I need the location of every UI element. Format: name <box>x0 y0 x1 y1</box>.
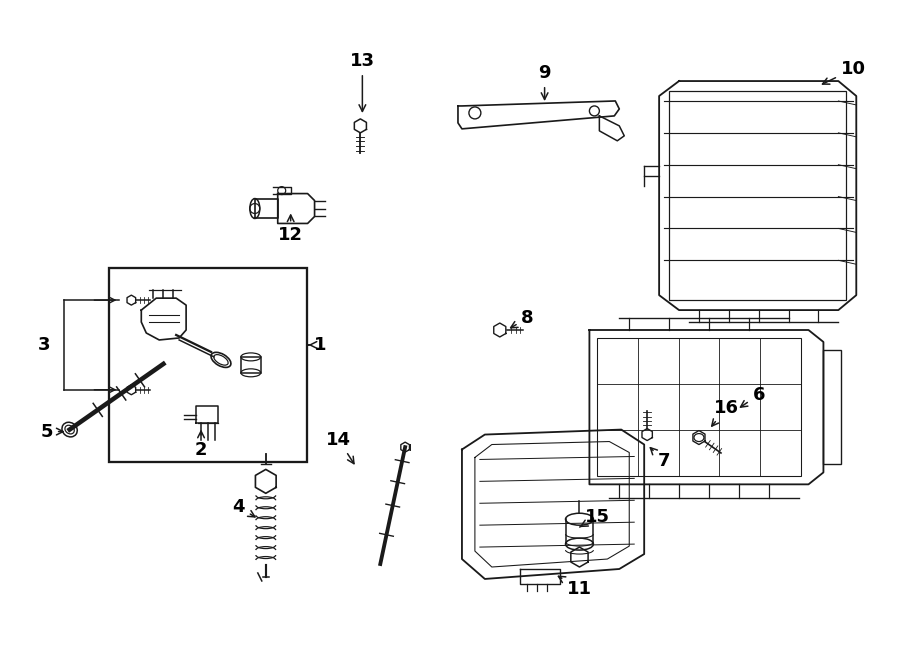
Bar <box>824 350 842 465</box>
Bar <box>110 268 307 463</box>
Text: 12: 12 <box>278 215 303 244</box>
Bar <box>598 338 800 477</box>
Text: 13: 13 <box>350 52 375 111</box>
Ellipse shape <box>62 422 77 437</box>
Bar <box>241 357 261 373</box>
Text: 4: 4 <box>232 498 255 517</box>
Text: 15: 15 <box>580 508 610 527</box>
Text: 16: 16 <box>712 399 739 426</box>
Text: 10: 10 <box>823 60 866 84</box>
Text: 5: 5 <box>40 422 63 441</box>
Text: 2: 2 <box>194 431 207 459</box>
Text: 7: 7 <box>651 448 670 471</box>
Text: 8: 8 <box>510 309 534 328</box>
Text: 6: 6 <box>741 386 765 407</box>
Bar <box>669 91 846 300</box>
Text: 14: 14 <box>326 430 354 463</box>
Text: 3: 3 <box>38 336 50 354</box>
Text: 9: 9 <box>538 64 551 99</box>
Text: 11: 11 <box>558 577 592 598</box>
Text: 1: 1 <box>309 336 327 354</box>
